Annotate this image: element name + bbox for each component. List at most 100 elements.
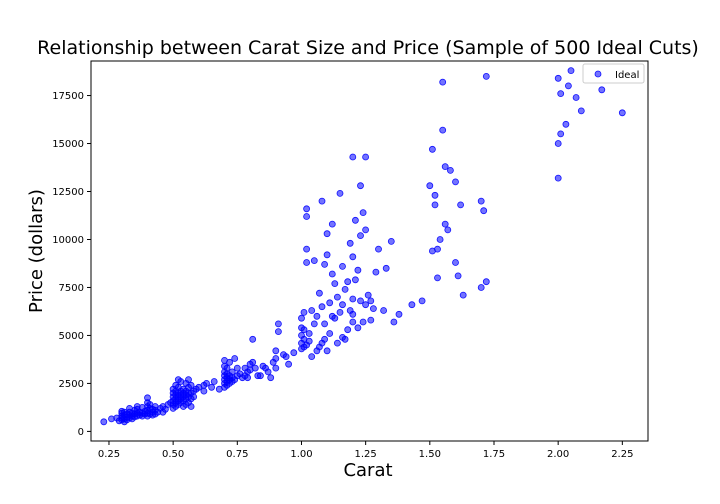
data-point	[382, 264, 390, 272]
data-point	[554, 140, 562, 147]
y-tick-label: 0	[78, 427, 84, 438]
y-axis-label: Price (dollars)	[26, 189, 47, 313]
data-point	[362, 301, 370, 309]
data-point	[357, 297, 364, 305]
data-point	[357, 232, 364, 240]
y-axis-ticks: 0 2500 5000 7500 10000 12500 15000 17500	[52, 91, 91, 438]
data-point	[167, 399, 175, 407]
data-point	[349, 295, 357, 303]
data-point	[262, 364, 269, 372]
data-point	[395, 310, 403, 318]
data-point	[554, 74, 562, 82]
data-point	[452, 259, 459, 266]
x-tick-label: 1.50	[419, 449, 441, 460]
data-point	[434, 245, 441, 253]
data-point	[305, 337, 313, 345]
y-tick-label: 7500	[59, 283, 84, 294]
data-point	[308, 353, 316, 361]
data-point	[598, 86, 606, 94]
data-point	[333, 339, 341, 347]
data-point	[251, 364, 259, 372]
data-point	[300, 326, 308, 334]
data-point	[444, 226, 452, 234]
data-point	[298, 314, 305, 322]
y-tick-label: 10000	[52, 235, 84, 246]
data-point	[357, 182, 364, 190]
data-point	[454, 272, 462, 280]
data-point	[567, 67, 575, 74]
data-point	[351, 276, 359, 284]
data-point	[249, 335, 257, 343]
data-point	[359, 209, 367, 217]
data-point	[285, 360, 293, 368]
data-point	[428, 145, 436, 153]
data-point	[367, 316, 375, 324]
data-point	[126, 404, 133, 412]
x-tick-label: 2.00	[547, 449, 569, 460]
data-point	[349, 253, 357, 261]
data-point	[349, 153, 357, 161]
data-point	[477, 197, 485, 205]
data-point	[303, 213, 311, 220]
data-point	[133, 403, 141, 410]
data-point	[290, 349, 298, 357]
data-point	[323, 347, 331, 355]
data-point	[200, 387, 208, 395]
plot-frame	[90, 60, 649, 442]
data-point	[367, 297, 375, 305]
data-point	[249, 358, 257, 366]
x-axis-label: Carat	[343, 460, 392, 481]
data-point	[480, 207, 488, 215]
data-point	[341, 335, 349, 343]
x-tick-label: 1.25	[355, 449, 377, 460]
legend: Ideal	[582, 63, 645, 84]
data-point	[375, 245, 382, 253]
data-point	[439, 126, 447, 134]
plot-area: 0.25 0.50 0.75 1.00 1.25 1.50 1.75 2.00 2.25 0 25…	[52, 60, 649, 460]
data-point	[346, 307, 354, 314]
data-point	[349, 318, 357, 326]
data-point	[177, 378, 185, 385]
data-point	[452, 178, 459, 186]
data-point	[359, 318, 367, 326]
data-point	[231, 355, 239, 362]
data-point	[190, 393, 198, 401]
data-point	[557, 90, 565, 97]
data-point	[323, 251, 331, 259]
data-point	[362, 153, 370, 161]
data-point	[336, 308, 344, 316]
data-point	[328, 312, 336, 320]
data-point	[303, 259, 311, 266]
points-layer	[100, 67, 626, 426]
data-point	[228, 368, 236, 376]
data-point	[244, 374, 252, 382]
y-tick-label: 17500	[52, 91, 84, 102]
data-point	[256, 372, 264, 380]
x-tick-label: 1.75	[483, 449, 505, 460]
data-point	[326, 299, 334, 307]
data-point	[341, 285, 349, 293]
data-point	[210, 378, 218, 385]
x-tick-label: 0.25	[98, 449, 120, 460]
data-point	[369, 305, 377, 313]
data-point	[426, 182, 434, 190]
data-point	[272, 364, 280, 372]
data-point	[436, 236, 444, 243]
data-point	[223, 364, 231, 372]
data-point	[387, 237, 395, 245]
chart-title: Relationship between Carat Size and Pric…	[37, 37, 699, 59]
data-point	[318, 303, 326, 311]
x-tick-label: 1.00	[290, 449, 312, 460]
data-point	[434, 274, 441, 282]
data-point	[431, 191, 439, 199]
data-point	[372, 268, 380, 276]
data-point	[310, 320, 318, 328]
data-point	[305, 330, 313, 337]
data-point	[408, 301, 416, 309]
data-point	[380, 307, 388, 314]
data-point	[144, 394, 151, 402]
data-point	[333, 293, 341, 301]
y-tick-label: 5000	[59, 331, 84, 342]
data-point	[354, 266, 362, 274]
data-point	[187, 403, 195, 410]
